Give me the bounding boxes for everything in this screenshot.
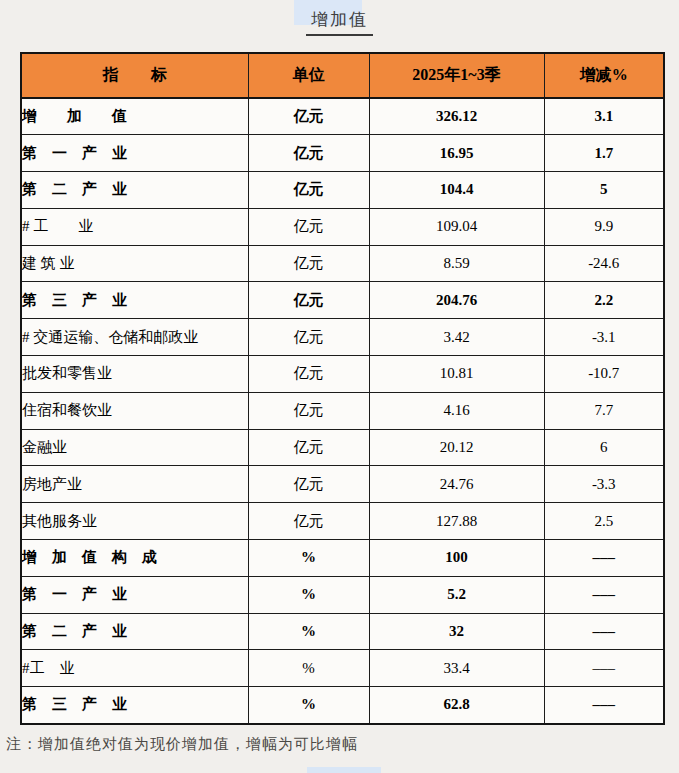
change-cell: 2.2 xyxy=(544,282,664,319)
value-cell: 24.76 xyxy=(369,466,544,503)
table-row: 第 二 产 业 % 32 ––– xyxy=(21,613,664,650)
indicator-cell: 第 二 产 业 xyxy=(21,613,248,650)
unit-cell: % xyxy=(248,687,369,724)
indicator-cell: 第 一 产 业 xyxy=(21,576,248,613)
change-cell: 6 xyxy=(544,429,664,466)
column-header-unit: 单位 xyxy=(248,53,369,98)
change-cell: ––– xyxy=(544,540,664,577)
table-row: 建 筑 业 亿元 8.59 -24.6 xyxy=(21,245,664,282)
indicator-cell: 住宿和餐饮业 xyxy=(21,392,248,429)
value-cell: 10.81 xyxy=(369,356,544,393)
value-cell: 62.8 xyxy=(369,687,544,724)
value-cell: 5.2 xyxy=(369,576,544,613)
indicator-cell: # 工 业 xyxy=(21,208,248,245)
value-cell: 104.4 xyxy=(369,172,544,209)
unit-cell: % xyxy=(248,650,369,687)
indicator-cell: 房地产业 xyxy=(21,466,248,503)
change-cell: -3.3 xyxy=(544,466,664,503)
table-row: 第 一 产 业 % 5.2 ––– xyxy=(21,576,664,613)
unit-cell: % xyxy=(248,576,369,613)
change-cell: 3.1 xyxy=(544,98,664,135)
indicator-cell: 第 三 产 业 xyxy=(21,282,248,319)
unit-cell: 亿元 xyxy=(248,245,369,282)
value-cell: 3.42 xyxy=(369,319,544,356)
value-cell: 4.16 xyxy=(369,392,544,429)
table-row: 第 三 产 业 亿元 204.76 2.2 xyxy=(21,282,664,319)
table-row: # 交通运输、仓储和邮政业 亿元 3.42 -3.1 xyxy=(21,319,664,356)
change-cell: ––– xyxy=(544,650,664,687)
table-row: 第 二 产 业 亿元 104.4 5 xyxy=(21,172,664,209)
table-row: 其他服务业 亿元 127.88 2.5 xyxy=(21,503,664,540)
unit-cell: 亿元 xyxy=(248,503,369,540)
table-row: 增 加 值 亿元 326.12 3.1 xyxy=(21,98,664,135)
value-cell: 127.88 xyxy=(369,503,544,540)
unit-cell: 亿元 xyxy=(248,98,369,135)
change-cell: -10.7 xyxy=(544,356,664,393)
indicator-cell: 增 加 值 xyxy=(21,98,248,135)
indicator-cell: 批发和零售业 xyxy=(21,356,248,393)
indicator-cell: 金融业 xyxy=(21,429,248,466)
value-cell: 204.76 xyxy=(369,282,544,319)
indicator-cell: 第 一 产 业 xyxy=(21,135,248,172)
indicator-cell: # 交通运输、仓储和邮政业 xyxy=(21,319,248,356)
value-cell: 20.12 xyxy=(369,429,544,466)
table-row: #工 业 % 33.4 ––– xyxy=(21,650,664,687)
column-header-indicator: 指 标 xyxy=(21,53,248,98)
indicator-cell: 第 二 产 业 xyxy=(21,172,248,209)
unit-cell: 亿元 xyxy=(248,135,369,172)
footnote: 注：增加值绝对值为现价增加值，增幅为可比增幅 xyxy=(6,735,358,754)
table-header-row: 指 标 单位 2025年1~3季 增减% xyxy=(21,53,664,98)
table-row: 增 加 值 构 成 % 100 ––– xyxy=(21,540,664,577)
change-cell: 2.5 xyxy=(544,503,664,540)
table-row: 金融业 亿元 20.12 6 xyxy=(21,429,664,466)
table-row: 第 三 产 业 % 62.8 ––– xyxy=(21,687,664,724)
selection-highlight-bottom xyxy=(307,767,381,773)
change-cell: 1.7 xyxy=(544,135,664,172)
page-title-area: 增加值 xyxy=(0,6,679,36)
change-cell: 7.7 xyxy=(544,392,664,429)
unit-cell: 亿元 xyxy=(248,172,369,209)
table-row: 房地产业 亿元 24.76 -3.3 xyxy=(21,466,664,503)
change-cell: 5 xyxy=(544,172,664,209)
table-row: 住宿和餐饮业 亿元 4.16 7.7 xyxy=(21,392,664,429)
unit-cell: 亿元 xyxy=(248,356,369,393)
unit-cell: 亿元 xyxy=(248,208,369,245)
value-cell: 8.59 xyxy=(369,245,544,282)
value-cell: 326.12 xyxy=(369,98,544,135)
change-cell: ––– xyxy=(544,613,664,650)
value-cell: 109.04 xyxy=(369,208,544,245)
column-header-change: 增减% xyxy=(544,53,664,98)
change-cell: 9.9 xyxy=(544,208,664,245)
unit-cell: % xyxy=(248,613,369,650)
change-cell: -3.1 xyxy=(544,319,664,356)
indicator-cell: 其他服务业 xyxy=(21,503,248,540)
change-cell: -24.6 xyxy=(544,245,664,282)
column-header-period: 2025年1~3季 xyxy=(369,53,544,98)
table-row: 第 一 产 业 亿元 16.95 1.7 xyxy=(21,135,664,172)
page-title-text: 增加值 xyxy=(311,9,368,29)
added-value-table: 指 标 单位 2025年1~3季 增减% 增 加 值 亿元 326.12 3.1… xyxy=(20,52,665,725)
unit-cell: 亿元 xyxy=(248,319,369,356)
unit-cell: 亿元 xyxy=(248,466,369,503)
indicator-cell: 增 加 值 构 成 xyxy=(21,540,248,577)
indicator-cell: 第 三 产 业 xyxy=(21,687,248,724)
unit-cell: 亿元 xyxy=(248,392,369,429)
unit-cell: 亿元 xyxy=(248,282,369,319)
table-row: # 工 业 亿元 109.04 9.9 xyxy=(21,208,664,245)
value-cell: 32 xyxy=(369,613,544,650)
change-cell: ––– xyxy=(544,576,664,613)
value-cell: 33.4 xyxy=(369,650,544,687)
unit-cell: % xyxy=(248,540,369,577)
page-title: 增加值 xyxy=(306,6,373,36)
table-body: 增 加 值 亿元 326.12 3.1 第 一 产 业 亿元 16.95 1.7… xyxy=(21,98,664,724)
unit-cell: 亿元 xyxy=(248,429,369,466)
change-cell: ––– xyxy=(544,687,664,724)
value-cell: 16.95 xyxy=(369,135,544,172)
indicator-cell: #工 业 xyxy=(21,650,248,687)
indicator-cell: 建 筑 业 xyxy=(21,245,248,282)
value-cell: 100 xyxy=(369,540,544,577)
table-row: 批发和零售业 亿元 10.81 -10.7 xyxy=(21,356,664,393)
